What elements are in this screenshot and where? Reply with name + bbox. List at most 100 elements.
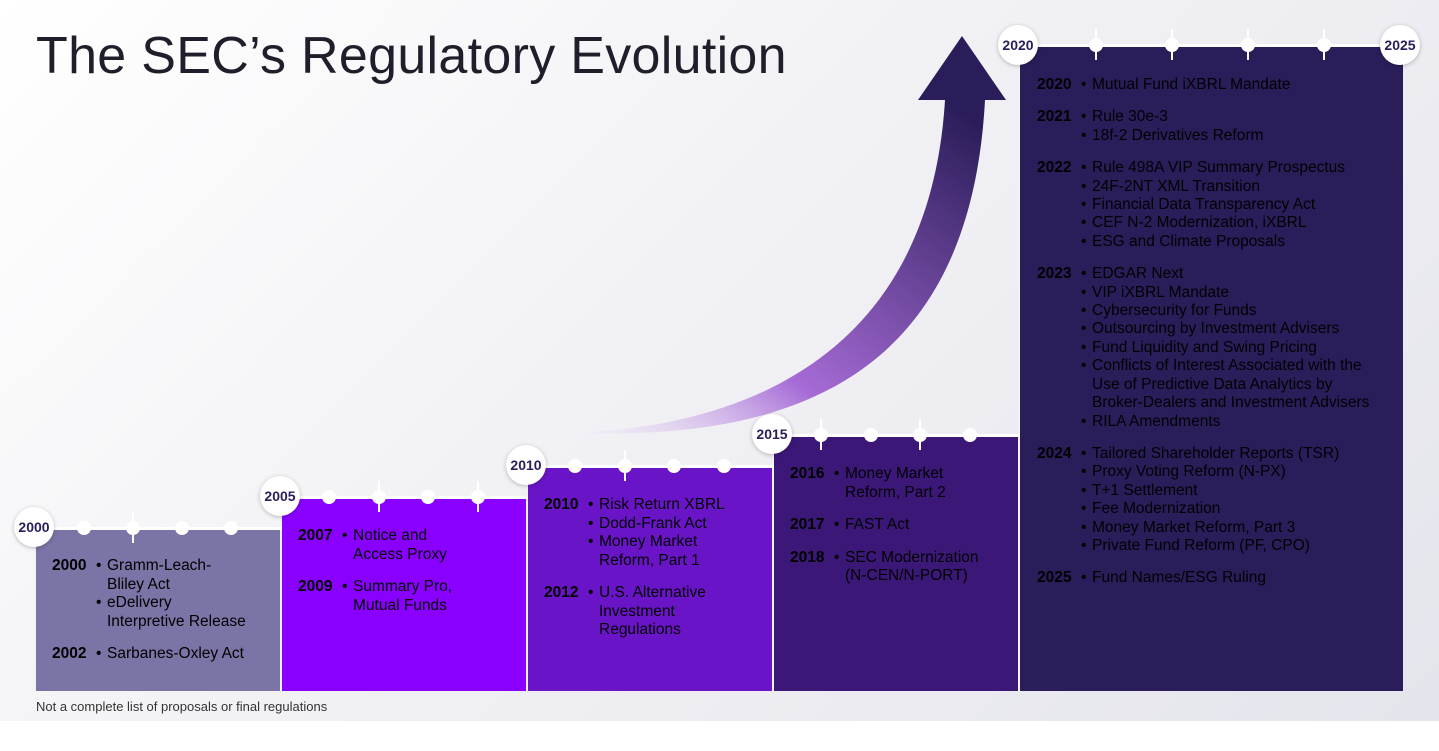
bullet-icon: • bbox=[1081, 536, 1087, 554]
regulation-entry-line: 2025 • Fund Names/ESG Ruling bbox=[1037, 569, 1397, 587]
bullet-icon bbox=[834, 484, 845, 503]
timeline-tick bbox=[477, 481, 479, 491]
bullet-icon: • bbox=[1081, 518, 1087, 536]
entry-gap bbox=[1037, 251, 1397, 265]
regulation-text: Rule 30e-3 bbox=[1092, 108, 1168, 126]
entry-year bbox=[790, 567, 834, 586]
entry-gap bbox=[1037, 94, 1397, 108]
entry-year bbox=[298, 597, 342, 616]
bullet-icon: • bbox=[1081, 108, 1087, 126]
timeline-dot bbox=[963, 428, 977, 442]
entry-year bbox=[544, 533, 588, 552]
year-badge-2015: 2015 bbox=[752, 414, 792, 454]
bullet-icon bbox=[588, 621, 599, 640]
regulation-text: Risk Return XBRL bbox=[599, 496, 725, 513]
regulation-text: Mutual Fund iXBRL Mandate bbox=[1092, 76, 1291, 93]
regulation-text: Outsourcing by Investment Advisers bbox=[1092, 320, 1340, 338]
entry-gap bbox=[298, 564, 524, 578]
entry-year bbox=[1037, 302, 1081, 320]
entry-year: 2025 bbox=[1037, 569, 1072, 587]
entry-year bbox=[1037, 320, 1081, 338]
bullet-icon: • bbox=[96, 645, 102, 662]
timeline-dot bbox=[126, 521, 140, 535]
bullet-icon: • bbox=[1081, 412, 1087, 430]
milestone-block-2010 bbox=[526, 466, 774, 691]
regulation-entry-line: • Dodd-Frank Act bbox=[544, 515, 770, 534]
bullet-icon: • bbox=[1081, 338, 1087, 356]
bullet-icon: • bbox=[1081, 196, 1087, 214]
timeline-tick bbox=[919, 419, 921, 429]
regulation-text: Private Fund Reform (PF, CPO) bbox=[1092, 536, 1310, 554]
regulation-text: Mutual Funds bbox=[353, 596, 447, 614]
entry-year bbox=[298, 546, 342, 565]
bullet-icon: • bbox=[1081, 76, 1087, 93]
regulation-entry-line: 2007 • Notice and bbox=[298, 527, 524, 546]
regulation-entry-line: • Private Fund Reform (PF, CPO) bbox=[1037, 537, 1397, 555]
regulation-text: Summary Pro, bbox=[353, 578, 453, 595]
regulation-entry-line: 2023 • EDGAR Next bbox=[1037, 265, 1397, 283]
timeline-tick bbox=[132, 512, 134, 522]
timeline-dot bbox=[372, 490, 386, 504]
entry-year bbox=[544, 621, 588, 640]
milestone-block-2015 bbox=[772, 435, 1020, 691]
regulation-text: RILA Amendments bbox=[1092, 412, 1221, 430]
entry-year bbox=[1037, 284, 1081, 302]
bullet-icon: • bbox=[588, 533, 594, 550]
bullet-icon: • bbox=[342, 527, 348, 544]
entry-gap bbox=[790, 502, 1016, 516]
entry-year: 2020 bbox=[1037, 76, 1072, 93]
regulation-entry-line: • Fee Modernization bbox=[1037, 500, 1397, 518]
regulation-text: Fund Names/ESG Ruling bbox=[1092, 569, 1267, 587]
regulation-text: (N-CEN/N-PORT) bbox=[845, 567, 968, 584]
bullet-icon: • bbox=[834, 548, 840, 566]
timeline-tick bbox=[1323, 50, 1325, 60]
entry-year bbox=[544, 515, 588, 534]
bullet-icon: • bbox=[342, 578, 348, 595]
entry-year: 2016 bbox=[790, 465, 825, 482]
regulation-text: Money Market bbox=[599, 533, 698, 550]
regulation-text: Rule 498A VIP Summary Prospectus bbox=[1092, 159, 1346, 177]
regulation-text: T+1 Settlement bbox=[1092, 481, 1198, 499]
regulation-text: VIP iXBRL Mandate bbox=[1092, 283, 1229, 301]
timeline-tick bbox=[132, 533, 134, 543]
regulation-text: SEC Modernization bbox=[845, 548, 979, 566]
regulation-text: Money Market bbox=[845, 465, 944, 482]
timeline-tick bbox=[624, 450, 626, 460]
regulation-entry-line: • Money Market Reform, Part 3 bbox=[1037, 519, 1397, 537]
regulation-text: Proxy Voting Reform (N-PX) bbox=[1092, 463, 1286, 481]
timeline-line-2010 bbox=[528, 465, 774, 468]
bullet-icon: • bbox=[1081, 177, 1087, 195]
regulation-text: Interpretive Release bbox=[107, 612, 246, 630]
bullet-icon bbox=[588, 603, 599, 622]
timeline-dot bbox=[224, 521, 238, 535]
entry-gap bbox=[1037, 145, 1397, 159]
entry-year: 2000 bbox=[52, 557, 87, 574]
entry-year bbox=[1037, 463, 1081, 481]
entry-year bbox=[790, 484, 834, 503]
regulation-entry-line: • Fund Liquidity and Swing Pricing bbox=[1037, 339, 1397, 357]
bullet-icon bbox=[1081, 394, 1092, 412]
entry-year bbox=[1037, 500, 1081, 518]
year-badge-2020: 2020 bbox=[998, 25, 1038, 65]
bullet-icon: • bbox=[834, 516, 840, 533]
entry-year: 2007 bbox=[298, 527, 333, 544]
timeline-tick bbox=[820, 419, 822, 429]
regulation-text: Use of Predictive Data Analytics by bbox=[1092, 375, 1333, 393]
bullet-icon: • bbox=[1081, 569, 1087, 587]
regulation-entry-line: Regulations bbox=[544, 621, 770, 640]
year-badge-2025: 2025 bbox=[1380, 25, 1420, 65]
entry-year bbox=[1037, 339, 1081, 357]
entry-year bbox=[1037, 178, 1081, 196]
bullet-icon bbox=[96, 613, 107, 632]
regulation-text: Gramm-Leach- bbox=[107, 557, 212, 574]
regulation-text: Tailored Shareholder Reports (TSR) bbox=[1092, 444, 1340, 462]
entry-year: 2022 bbox=[1037, 159, 1072, 177]
entry-year: 2009 bbox=[298, 578, 333, 595]
entry-year: 2010 bbox=[544, 496, 579, 513]
bullet-icon: • bbox=[1081, 444, 1087, 462]
entry-year bbox=[1037, 233, 1081, 251]
entry-year bbox=[1037, 519, 1081, 537]
bullet-icon: • bbox=[1081, 159, 1087, 177]
regulation-entry-line: 2024 • Tailored Shareholder Reports (TSR) bbox=[1037, 445, 1397, 463]
timeline-dot bbox=[568, 459, 582, 473]
